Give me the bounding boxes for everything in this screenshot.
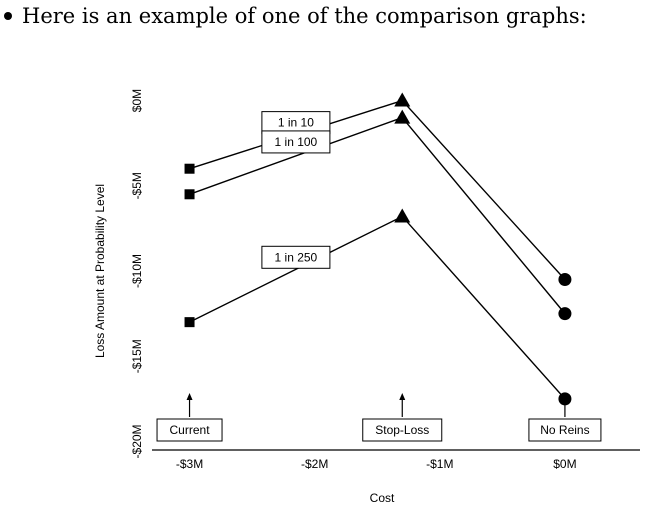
x-axis-title: Cost — [370, 491, 395, 505]
series-line — [189, 215, 566, 400]
category-label-box — [528, 418, 602, 442]
triangle-marker — [394, 92, 411, 107]
circle-marker — [558, 307, 572, 321]
chart-labels: 1 in 10 1 in 100 1 in 250 Current Stop-Loss N… — [156, 111, 602, 442]
intro-label: Here is an example of one of the compari… — [22, 4, 587, 28]
category-label-box — [156, 418, 223, 442]
arrow-head-icon — [561, 393, 568, 400]
triangle-marker — [394, 109, 411, 124]
x-tick-label: -$2M — [301, 457, 328, 471]
series-label-box — [261, 245, 331, 269]
y-axis-title: Loss Amount at Probability Level — [93, 184, 107, 358]
category-label: Current — [170, 423, 211, 437]
square-marker — [184, 317, 195, 328]
arrow-head-icon — [186, 393, 193, 400]
y-tick-label: -$10M — [130, 254, 144, 288]
series-line — [189, 116, 566, 315]
chart-markers — [184, 92, 572, 406]
circle-marker — [558, 273, 572, 287]
x-tick-label: -$3M — [176, 457, 203, 471]
square-marker — [184, 163, 195, 174]
y-tick-label: -$15M — [130, 339, 144, 373]
y-tick-label: -$5M — [130, 172, 144, 199]
x-tick-label: $0M — [553, 457, 576, 471]
category-label: Stop-Loss — [375, 423, 429, 437]
series-label: 1 in 250 — [275, 250, 318, 264]
triangle-marker — [394, 208, 411, 223]
bullet-icon — [4, 11, 12, 20]
y-tick-label: $0M — [130, 89, 144, 112]
chart-axes: -$3M -$2M -$1M $0M $0M -$5M -$10M -$15M -$20M Cos… — [93, 89, 640, 505]
arrow-head-icon — [399, 393, 406, 400]
series-label-box — [261, 130, 331, 154]
x-tick-label: -$1M — [426, 457, 453, 471]
category-label: No Reins — [540, 423, 589, 437]
series-label: 1 in 10 — [278, 116, 314, 130]
series-label: 1 in 100 — [275, 135, 318, 149]
intro-text: Here is an example of one of the compari… — [4, 4, 587, 28]
square-marker — [184, 189, 195, 200]
series-line — [189, 99, 566, 280]
category-label-box — [362, 418, 443, 442]
y-tick-label: -$20M — [130, 424, 144, 458]
chart-lines — [189, 99, 566, 400]
